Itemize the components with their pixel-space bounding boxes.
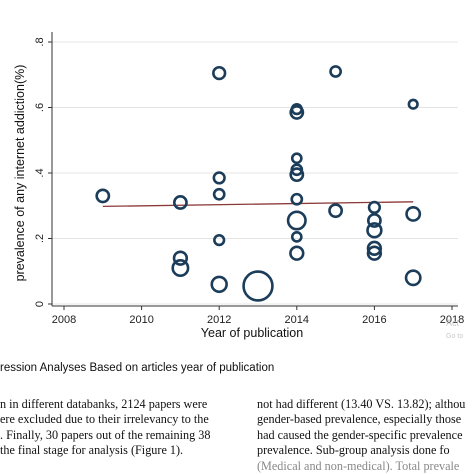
data-point xyxy=(95,188,111,204)
y-tick-label: .4 xyxy=(34,168,46,177)
y-tick-label: .6 xyxy=(34,103,46,112)
x-tick-label: 2016 xyxy=(362,314,386,326)
body-right-line: gender-based prevalence, especially thos… xyxy=(257,412,462,427)
data-point xyxy=(328,203,344,219)
x-tick-label: 2014 xyxy=(285,314,309,326)
y-tick-label: .8 xyxy=(34,37,46,46)
x-tick-label: 2010 xyxy=(129,314,153,326)
watermark-line-1: Act xyxy=(446,318,460,328)
y-tick-label: .2 xyxy=(34,234,46,243)
body-left-line: . Finally, 30 papers out of the remainin… xyxy=(0,427,211,442)
body-text-left: n in different databanks, 2124 papers we… xyxy=(0,397,236,459)
grid-lines xyxy=(52,41,458,305)
x-axis-title: Year of publication xyxy=(201,326,303,340)
x-tick-label: 2008 xyxy=(52,314,76,326)
x-tick-label: 2018 xyxy=(440,314,464,326)
data-point xyxy=(290,192,304,206)
body-left-line: n in different databanks, 2124 papers we… xyxy=(0,397,208,411)
data-point xyxy=(289,245,305,261)
data-point xyxy=(367,200,382,215)
data-point xyxy=(213,234,226,247)
fit-line xyxy=(102,201,414,208)
data-point xyxy=(289,167,305,183)
body-text-right: not had different (13.40 VS. 13.82); alt… xyxy=(257,397,474,474)
body-left-line: ere excluded due to their irrelevancy to… xyxy=(0,412,209,427)
data-point xyxy=(407,98,419,110)
data-point xyxy=(404,269,422,287)
body-right-line: (Medical and non-medical). Total prevale xyxy=(257,458,460,473)
x-tick-label: 2012 xyxy=(207,314,231,326)
data-point xyxy=(366,245,383,261)
data-point xyxy=(286,210,307,231)
data-point xyxy=(366,222,383,239)
body-left-line: the final stage for analysis (Figure 1). xyxy=(0,443,184,458)
data-point xyxy=(212,65,227,81)
watermark-line-2: Go to xyxy=(446,333,463,340)
data-point xyxy=(212,187,226,201)
data-point xyxy=(242,270,274,302)
data-point xyxy=(405,205,422,222)
y-tick-label: 0 xyxy=(34,301,46,307)
data-point xyxy=(289,104,305,120)
plot-area xyxy=(52,32,458,306)
data-point xyxy=(290,231,303,243)
data-point xyxy=(171,258,190,277)
data-points xyxy=(95,65,422,302)
data-point xyxy=(366,213,382,228)
body-right-line: had caused the gender-specific prevalenc… xyxy=(257,427,463,442)
data-point xyxy=(172,195,188,210)
figure-caption: ression Analyses Based on articles year … xyxy=(0,362,275,374)
body-right-line: prevalence. Sub-group analysis done fo xyxy=(257,443,450,458)
data-point xyxy=(329,65,342,78)
data-point xyxy=(366,240,383,257)
data-point xyxy=(210,275,228,294)
axes: 0 .2 .4 .6 .8 2008 2010 2012 2014 2016 2018 xyxy=(34,32,464,326)
y-axis-title: prevalence of any internet addiction(%) xyxy=(13,65,27,282)
data-point xyxy=(212,171,226,185)
body-right-line: not had different (13.40 VS. 13.82); alt… xyxy=(257,397,466,411)
data-point xyxy=(290,152,303,165)
fit-line-group xyxy=(102,201,414,208)
data-point xyxy=(172,250,189,266)
